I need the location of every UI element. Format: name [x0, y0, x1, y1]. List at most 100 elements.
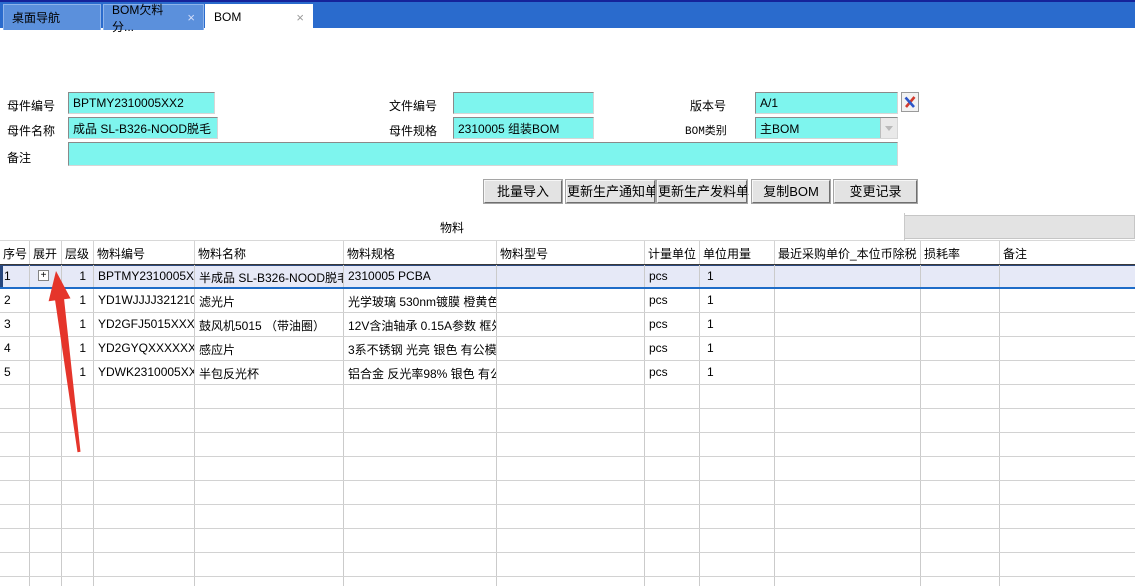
version-tools-button[interactable] — [901, 92, 919, 112]
table-cell-spec[interactable]: 2310005 PCBA — [344, 265, 497, 287]
table-cell-expand[interactable]: + — [30, 265, 62, 287]
table-cell-unit[interactable]: pcs — [645, 361, 700, 384]
table-cell-qty[interactable]: 1 — [700, 265, 775, 287]
column-header[interactable]: 单位用量 — [700, 241, 775, 264]
table-cell-code[interactable]: BPTMY2310005XX — [94, 265, 195, 287]
table-cell-remark[interactable] — [1000, 265, 1135, 287]
table-cell-expand[interactable] — [30, 289, 62, 312]
table-cell-model[interactable] — [497, 289, 645, 312]
column-header[interactable]: 物料编号 — [94, 241, 195, 264]
bom-type-select[interactable]: 主BOM — [755, 117, 898, 139]
table-cell-loss[interactable] — [921, 265, 1000, 287]
column-header[interactable]: 计量单位 — [645, 241, 700, 264]
column-header[interactable]: 物料名称 — [195, 241, 344, 264]
table-cell-level[interactable]: 1 — [62, 361, 94, 384]
tab-bom[interactable]: BOM × — [205, 4, 313, 30]
table-cell-model[interactable] — [497, 313, 645, 336]
table-cell-seq[interactable]: 5 — [0, 361, 30, 384]
remark-input[interactable] — [68, 142, 898, 166]
table-cell-level[interactable]: 1 — [62, 289, 94, 312]
table-cell-model[interactable] — [497, 265, 645, 287]
table-row[interactable]: 2 1 YD1WJJJJ321210 滤光片 光学玻璃 530nm镀膜 橙黄色 pcs 1 — [0, 289, 1135, 313]
change-record-button[interactable]: 变更记录 — [833, 179, 918, 204]
table-cell-seq[interactable]: 3 — [0, 313, 30, 336]
table-cell-level[interactable]: 1 — [62, 313, 94, 336]
table-cell-loss[interactable] — [921, 313, 1000, 336]
tab-bar: 桌面导航 BOM欠料分... × BOM × — [0, 0, 1135, 34]
tab-desktop-nav[interactable]: 桌面导航 — [3, 4, 101, 30]
column-header[interactable]: 展开 — [30, 241, 62, 264]
table-cell-loss[interactable] — [921, 361, 1000, 384]
update-prod-notice-button[interactable]: 更新生产通知单 — [565, 179, 658, 204]
table-cell-expand[interactable] — [30, 337, 62, 360]
version-input[interactable] — [755, 92, 898, 114]
table-cell-unit[interactable]: pcs — [645, 289, 700, 312]
table-cell-loss[interactable] — [921, 289, 1000, 312]
table-cell-unit[interactable]: pcs — [645, 313, 700, 336]
column-header[interactable]: 损耗率 — [921, 241, 1000, 264]
parent-spec-input[interactable] — [453, 117, 594, 139]
table-cell-name[interactable]: 鼓风机5015 （带油圈） — [195, 313, 344, 336]
dropdown-button[interactable] — [880, 118, 897, 138]
table-cell-level[interactable]: 1 — [62, 337, 94, 360]
column-header[interactable]: 序号 — [0, 241, 30, 264]
table-cell-remark[interactable] — [1000, 361, 1135, 384]
tab-label: BOM欠料分... — [112, 2, 164, 34]
column-header[interactable]: 备注 — [1003, 247, 1028, 261]
close-icon[interactable]: × — [187, 10, 195, 25]
table-cell-qty[interactable]: 1 — [700, 289, 775, 312]
table-row[interactable]: 3 1 YD2GFJ5015XXXX 鼓风机5015 （带油圈） 12V含油轴承 0.1… — [0, 313, 1135, 337]
table-cell-qty[interactable]: 1 — [700, 361, 775, 384]
table-cell-seq[interactable]: 1 — [0, 265, 30, 287]
doc-no-input[interactable] — [453, 92, 594, 114]
table-cell-price[interactable] — [775, 289, 921, 312]
column-header[interactable]: 物料规格 — [344, 241, 497, 264]
table-cell-seq[interactable]: 2 — [0, 289, 30, 312]
table-cell-price[interactable] — [775, 265, 921, 287]
table-cell-price[interactable] — [775, 361, 921, 384]
table-cell-expand[interactable] — [30, 313, 62, 336]
parent-name-input[interactable] — [68, 117, 218, 139]
table-cell-name[interactable]: 半成品 SL-B326-NOOD脱毛 — [195, 265, 344, 287]
table-cell-code[interactable]: YD1WJJJJ321210 — [94, 289, 195, 312]
table-cell-name[interactable]: 半包反光杯 — [195, 361, 344, 384]
table-cell-spec[interactable]: 铝合金 反光率98% 银色 有公模 — [344, 361, 497, 384]
table-cell-name[interactable]: 滤光片 — [195, 289, 344, 312]
table-cell-price[interactable] — [775, 313, 921, 336]
close-icon[interactable]: × — [296, 9, 304, 25]
table-cell-price[interactable] — [775, 337, 921, 360]
parent-code-input[interactable] — [68, 92, 215, 114]
table-cell-spec[interactable]: 12V含油轴承 0.15A参数 框外 — [344, 313, 497, 336]
table-row[interactable]: 1 +1 BPTMY2310005XX 半成品 SL-B326-NOOD脱毛 23100… — [0, 265, 1135, 289]
table-cell-remark[interactable] — [1000, 313, 1135, 336]
expand-toggle-icon[interactable]: + — [38, 270, 49, 281]
column-header[interactable]: 层级 — [62, 241, 94, 264]
table-cell-seq[interactable]: 4 — [0, 337, 30, 360]
column-header[interactable]: 最近采购单价_本位币除税 — [775, 241, 921, 264]
table-cell-qty[interactable]: 1 — [700, 337, 775, 360]
column-header-row: 序号 展开 层级 物料编号 物料名称 物料规格 物料型号 计量单位 单位用量 最近采购单价_本位币… — [0, 241, 1135, 265]
table-cell-code[interactable]: YD2GFJ5015XXXX — [94, 313, 195, 336]
table-cell-name[interactable]: 感应片 — [195, 337, 344, 360]
table-cell-model[interactable] — [497, 361, 645, 384]
table-cell-spec[interactable]: 光学玻璃 530nm镀膜 橙黄色 — [344, 289, 497, 312]
update-prod-issue-button[interactable]: 更新生产发料单 — [656, 179, 749, 204]
table-cell-code[interactable]: YD2GYQXXXXXXXX — [94, 337, 195, 360]
batch-import-button[interactable]: 批量导入 — [483, 179, 563, 204]
table-cell-loss[interactable] — [921, 337, 1000, 360]
tab-bom-shortage[interactable]: BOM欠料分... × — [103, 3, 204, 34]
table-cell-unit[interactable]: pcs — [645, 265, 700, 287]
table-cell-remark[interactable] — [1000, 337, 1135, 360]
table-cell-qty[interactable]: 1 — [700, 313, 775, 336]
copy-bom-button[interactable]: 复制BOM — [751, 179, 831, 204]
column-header[interactable]: 物料型号 — [497, 241, 645, 264]
table-cell-remark[interactable] — [1000, 289, 1135, 312]
table-cell-model[interactable] — [497, 337, 645, 360]
table-cell-spec[interactable]: 3系不锈钢 光亮 银色 有公模 — [344, 337, 497, 360]
table-cell-expand[interactable] — [30, 361, 62, 384]
table-cell-level[interactable]: 1 — [62, 265, 94, 287]
table-cell-code[interactable]: YDWK2310005XXX — [94, 361, 195, 384]
table-cell-unit[interactable]: pcs — [645, 337, 700, 360]
